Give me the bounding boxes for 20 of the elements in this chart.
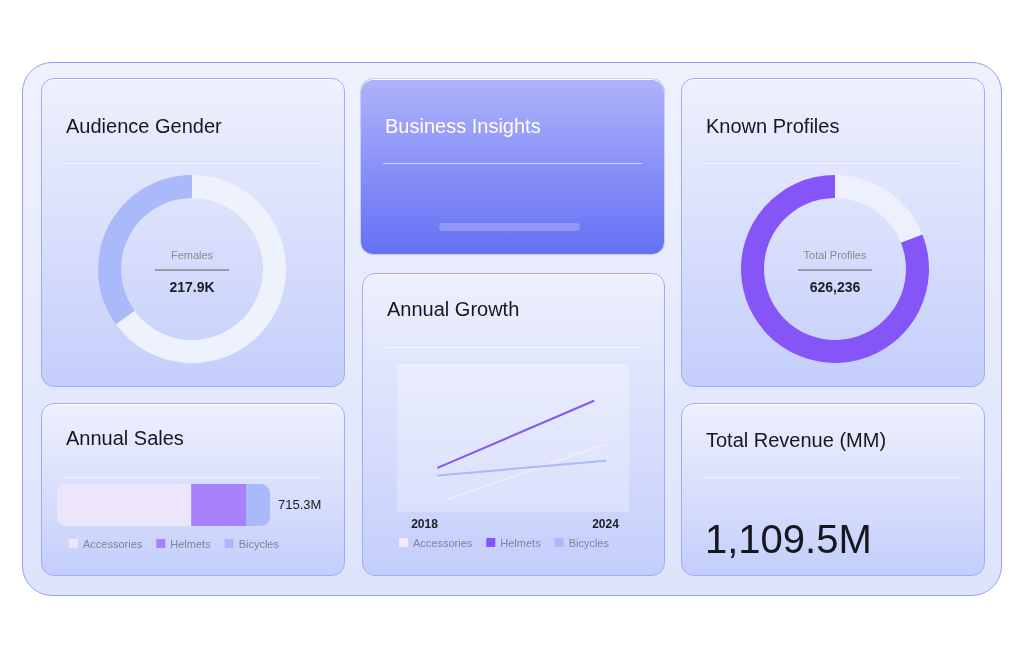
x-tick-label: 2018 bbox=[411, 517, 439, 531]
chart-title: Known Profiles bbox=[706, 114, 840, 138]
legend-label: Accessories bbox=[413, 536, 473, 549]
legend-label: Accessories bbox=[83, 537, 143, 550]
text: Total Revenue (MM) bbox=[706, 428, 887, 452]
text: 217.9K bbox=[169, 279, 215, 295]
legend-label: Helmets bbox=[170, 537, 212, 550]
text: Business Insights bbox=[385, 114, 541, 138]
chart-title: Audience Gender bbox=[66, 114, 222, 138]
text: Females bbox=[170, 248, 214, 263]
legend-label: Bicycles bbox=[568, 536, 610, 549]
text: 1,109.5M bbox=[705, 517, 872, 561]
legend-label: Bicycles bbox=[238, 537, 280, 550]
chart-title: Annual Sales bbox=[66, 426, 184, 450]
annotation: 715.3M bbox=[278, 497, 322, 513]
legend-label: Helmets bbox=[500, 536, 542, 549]
text: Total Profiles bbox=[803, 248, 867, 263]
chart-title: Annual Growth bbox=[387, 297, 520, 321]
x-tick-label: 2024 bbox=[592, 517, 620, 531]
text: 626,236 bbox=[809, 279, 861, 295]
